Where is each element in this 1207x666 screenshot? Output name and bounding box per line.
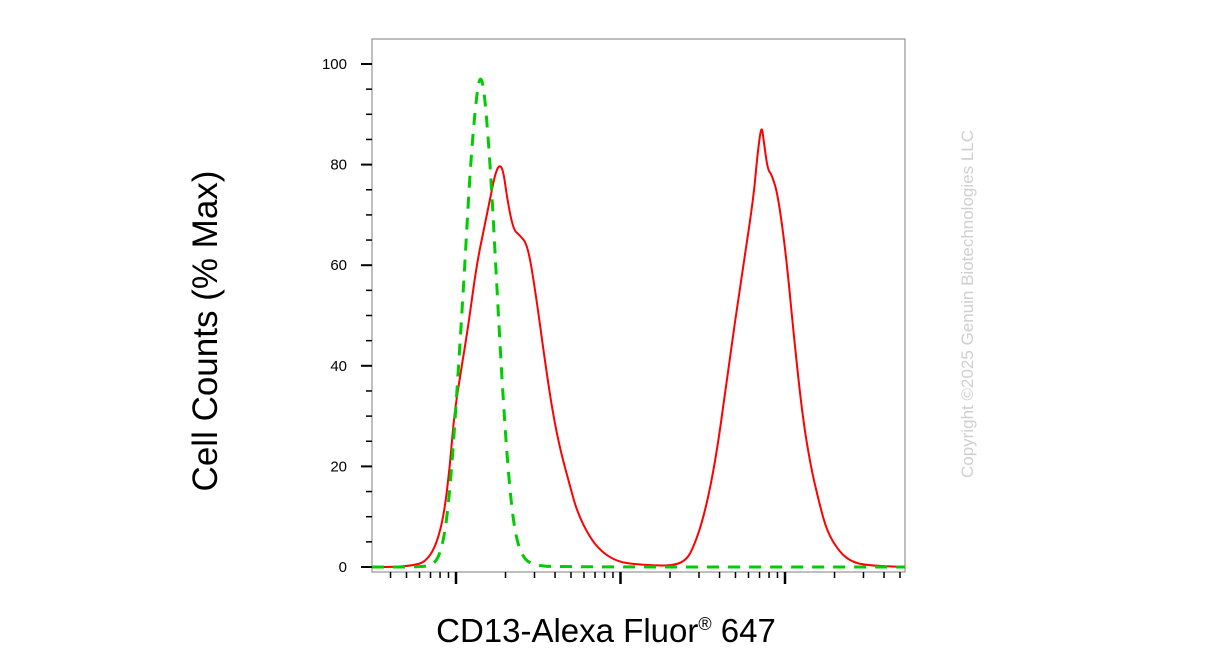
- series-line-sample: [372, 128, 906, 568]
- y-tick-label: 0: [339, 559, 347, 576]
- y-tick-label: 20: [330, 458, 347, 475]
- y-tick-label: 60: [330, 257, 347, 274]
- y-axis-ticks: 0 20 40 60 80 100: [322, 56, 372, 576]
- plot-frame: [371, 38, 906, 573]
- x-axis-title-main: CD13-Alexa Fluor: [436, 612, 698, 649]
- x-axis-title-suffix: 647: [712, 612, 776, 649]
- y-axis-title: Cell Counts (% Max): [186, 171, 225, 492]
- y-tick-label: 40: [330, 358, 347, 375]
- y-tick-label: 80: [330, 157, 347, 174]
- copyright-watermark: Copyright ©2025 Genuin Biotechnologies L…: [958, 130, 977, 478]
- x-axis-ticks: [389, 572, 901, 584]
- x-axis-title: CD13-Alexa Fluor® 647: [436, 612, 776, 649]
- series-layer: [372, 77, 906, 569]
- series-line-control: [372, 77, 905, 569]
- y-tick-label: 100: [322, 56, 347, 73]
- x-axis-title-sup: ®: [698, 614, 711, 634]
